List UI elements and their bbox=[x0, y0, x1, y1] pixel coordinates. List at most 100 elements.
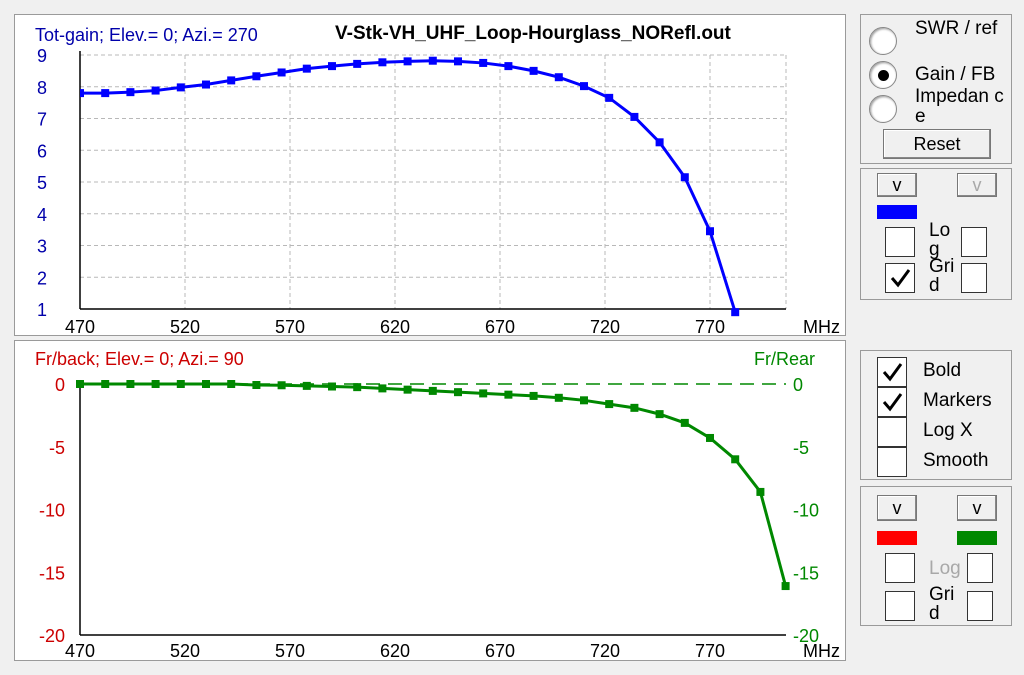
reset-button[interactable]: Reset bbox=[883, 129, 991, 159]
impedance-radio[interactable] bbox=[869, 95, 897, 123]
gain-chart-left-label: Tot-gain; Elev.= 0; Azi.= 270 bbox=[35, 25, 258, 45]
gain-data-point bbox=[605, 93, 614, 102]
fb-log-checkbox[interactable] bbox=[885, 553, 915, 583]
fb-grid-right-checkbox[interactable] bbox=[967, 591, 993, 621]
y-tick-label: 8 bbox=[37, 78, 47, 98]
fr-rear-data-point bbox=[126, 380, 135, 388]
fr-rear-data-point bbox=[554, 393, 563, 402]
gain-data-point bbox=[479, 58, 488, 67]
y-tick-label-left: -5 bbox=[49, 438, 65, 458]
gain-data-point bbox=[353, 59, 362, 68]
fr-rear-data-point bbox=[277, 381, 286, 390]
swr-radio[interactable] bbox=[869, 27, 897, 55]
gain-chart-options: v v Lo g Gri d bbox=[860, 168, 1012, 300]
y-tick-label: 2 bbox=[37, 268, 47, 288]
fr-rear-data-point bbox=[580, 396, 588, 405]
fr-rear-color-swatch[interactable] bbox=[957, 531, 997, 545]
fr-rear-data-point bbox=[454, 388, 462, 397]
gain-log-label: Lo g bbox=[929, 221, 951, 259]
fr-rear-data-point bbox=[176, 380, 185, 388]
y-tick-label-right: -20 bbox=[793, 626, 819, 646]
front-back-chart: Fr/back; Elev.= 0; Azi.= 90 Fr/Rear MHz … bbox=[35, 349, 840, 661]
gain-data-point bbox=[731, 308, 740, 317]
gain-chart: Tot-gain; Elev.= 0; Azi.= 270 V-Stk-VH_U… bbox=[35, 23, 840, 335]
y-tick-label-right: -15 bbox=[793, 563, 819, 583]
mode-group: SWR / ref Gain / FB Impedan ce Reset bbox=[860, 14, 1012, 164]
gain-chart-title: V-Stk-VH_UHF_Loop-Hourglass_NORefl.out bbox=[335, 23, 732, 44]
y-tick-label-left: -15 bbox=[39, 563, 65, 583]
fr-rear-data-point bbox=[781, 582, 790, 591]
y-tick-label: 1 bbox=[37, 300, 47, 320]
fr-rear-data-point bbox=[706, 433, 714, 442]
fr-rear-data-point bbox=[630, 403, 639, 412]
fr-rear-data-point bbox=[151, 380, 160, 388]
fr-rear-data-point bbox=[76, 380, 84, 388]
gain-data-point bbox=[403, 57, 412, 66]
y-tick-label: 5 bbox=[37, 173, 47, 193]
x-tick-label: 620 bbox=[380, 641, 410, 661]
gain-second-series-button[interactable]: v bbox=[957, 173, 997, 197]
x-tick-label: 720 bbox=[590, 317, 620, 335]
gain-data-point bbox=[101, 89, 110, 98]
gain-log-checkbox[interactable] bbox=[885, 227, 915, 257]
fr-rear-data-point bbox=[403, 385, 412, 394]
gain-fb-radio-label: Gain / FB bbox=[915, 64, 996, 85]
fr-rear-series-line bbox=[80, 382, 788, 587]
logx-checkbox[interactable] bbox=[877, 417, 907, 447]
gain-data-point bbox=[378, 58, 387, 67]
gain-log-right-checkbox[interactable] bbox=[961, 227, 987, 257]
fr-rear-data-point bbox=[202, 380, 210, 388]
y-tick-label: 7 bbox=[37, 110, 47, 130]
front-back-chart-panel: Fr/back; Elev.= 0; Azi.= 90 Fr/Rear MHz … bbox=[14, 340, 846, 661]
gain-series-line bbox=[80, 59, 737, 313]
gain-grid-label: Gri d bbox=[929, 257, 955, 296]
gain-series-select-button[interactable]: v bbox=[877, 173, 917, 197]
fr-rear-data-point bbox=[731, 455, 740, 464]
fr-rear-series-select-button[interactable]: v bbox=[957, 495, 997, 521]
gain-data-point bbox=[655, 138, 664, 147]
gain-data-point bbox=[554, 73, 563, 82]
x-tick-label: 770 bbox=[695, 317, 725, 335]
check-icon bbox=[882, 393, 903, 412]
bold-checkbox[interactable] bbox=[877, 357, 907, 387]
x-tick-label: 670 bbox=[485, 641, 515, 661]
x-tick-label: 720 bbox=[590, 641, 620, 661]
x-tick-label: 470 bbox=[65, 317, 95, 335]
gain-color-swatch[interactable] bbox=[877, 205, 917, 219]
gain-data-point bbox=[428, 56, 437, 65]
fr-rear-data-point bbox=[353, 383, 362, 392]
y-tick-label: 9 bbox=[37, 46, 47, 66]
fb-series-select-button[interactable]: v bbox=[877, 495, 917, 521]
fb-chart-left-label: Fr/back; Elev.= 0; Azi.= 90 bbox=[35, 349, 244, 369]
x-tick-label: 470 bbox=[65, 641, 95, 661]
y-tick-label-right: 0 bbox=[793, 375, 803, 395]
y-tick-label: 4 bbox=[37, 205, 47, 225]
smooth-label: Smooth bbox=[923, 450, 989, 471]
smooth-checkbox[interactable] bbox=[877, 447, 907, 477]
fr-rear-data-point bbox=[227, 380, 236, 388]
fb-log-right-checkbox[interactable] bbox=[967, 553, 993, 583]
gain-grid-checkbox[interactable] bbox=[885, 263, 915, 293]
x-tick-label: 570 bbox=[275, 641, 305, 661]
fr-rear-data-point bbox=[605, 400, 614, 409]
gain-data-point bbox=[706, 227, 714, 236]
fb-color-swatch[interactable] bbox=[877, 531, 917, 545]
markers-label: Markers bbox=[923, 390, 992, 411]
fr-rear-data-point bbox=[680, 418, 689, 427]
gain-data-point bbox=[277, 68, 286, 77]
gain-fb-radio[interactable] bbox=[869, 61, 897, 89]
gain-chart-x-unit: MHz bbox=[803, 317, 840, 335]
logx-label: Log X bbox=[923, 420, 973, 441]
gain-chart-panel: Tot-gain; Elev.= 0; Azi.= 270 V-Stk-VH_U… bbox=[14, 14, 846, 336]
y-tick-label: 6 bbox=[37, 141, 47, 161]
gain-data-point bbox=[80, 89, 84, 98]
gain-data-point bbox=[680, 173, 689, 182]
markers-checkbox[interactable] bbox=[877, 387, 907, 417]
gain-data-point bbox=[252, 72, 261, 81]
check-icon bbox=[890, 269, 911, 288]
gain-data-point bbox=[504, 62, 513, 71]
gain-data-point bbox=[529, 66, 538, 75]
x-tick-label: 570 bbox=[275, 317, 305, 335]
gain-grid-right-checkbox[interactable] bbox=[961, 263, 987, 293]
fb-grid-checkbox[interactable] bbox=[885, 591, 915, 621]
